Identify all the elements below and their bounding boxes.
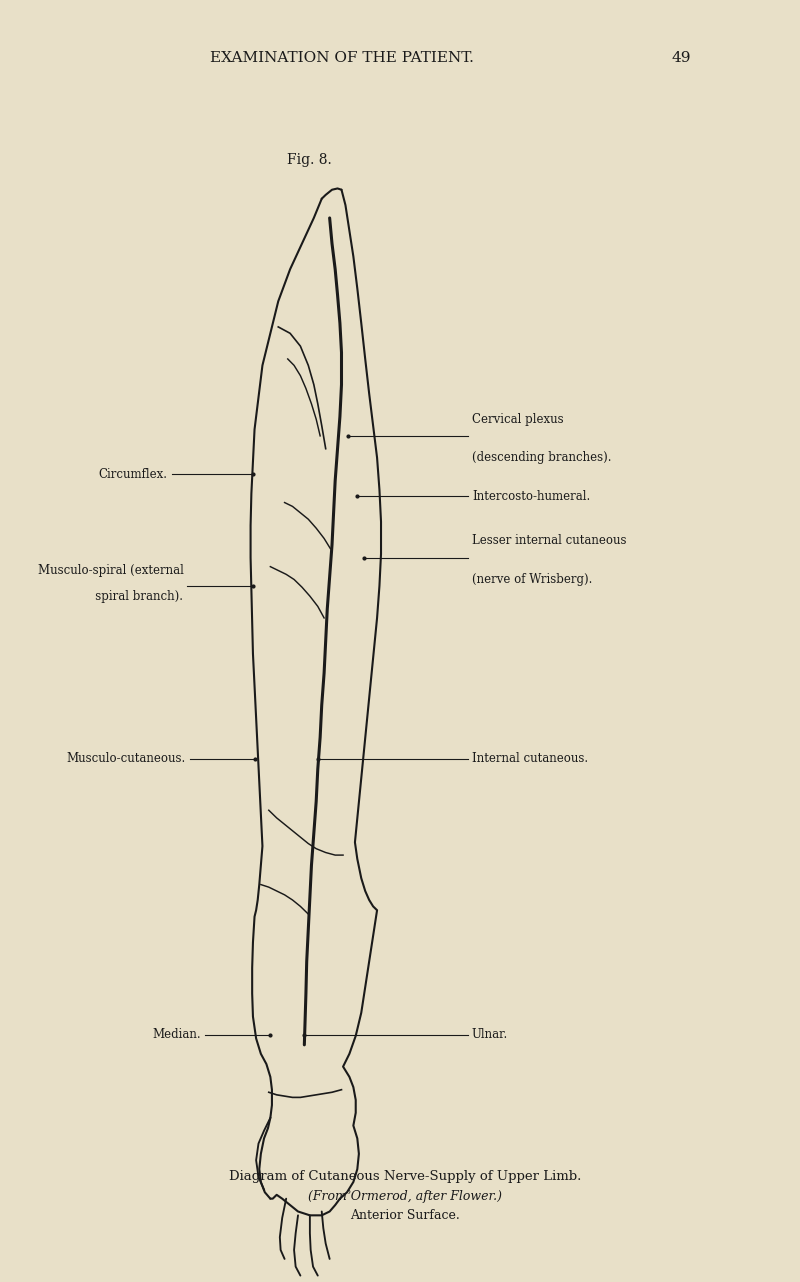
Text: (nerve of Wrisberg).: (nerve of Wrisberg).	[472, 573, 592, 586]
Text: Anterior Surface.: Anterior Surface.	[350, 1209, 460, 1222]
Text: spiral branch).: spiral branch).	[84, 590, 183, 603]
Text: Circumflex.: Circumflex.	[98, 468, 167, 481]
Text: Fig. 8.: Fig. 8.	[287, 154, 332, 167]
Text: Median.: Median.	[152, 1028, 201, 1041]
Text: Internal cutaneous.: Internal cutaneous.	[472, 753, 588, 765]
Text: Diagram of Cutaneous Nerve-Supply of Upper Limb.: Diagram of Cutaneous Nerve-Supply of Upp…	[229, 1170, 581, 1183]
Text: Lesser internal cutaneous: Lesser internal cutaneous	[472, 535, 626, 547]
Text: Cervical plexus: Cervical plexus	[472, 413, 563, 426]
Text: Musculo-spiral (external: Musculo-spiral (external	[38, 564, 183, 577]
Text: Ulnar.: Ulnar.	[472, 1028, 508, 1041]
Text: 49: 49	[672, 51, 691, 64]
Text: EXAMINATION OF THE PATIENT.: EXAMINATION OF THE PATIENT.	[210, 51, 474, 64]
Text: Musculo-cutaneous.: Musculo-cutaneous.	[66, 753, 186, 765]
Text: Intercosto-humeral.: Intercosto-humeral.	[472, 490, 590, 503]
Text: (descending branches).: (descending branches).	[472, 451, 611, 464]
Text: (FromʾOrmerod, after Flower.): (FromʾOrmerod, after Flower.)	[308, 1190, 502, 1203]
